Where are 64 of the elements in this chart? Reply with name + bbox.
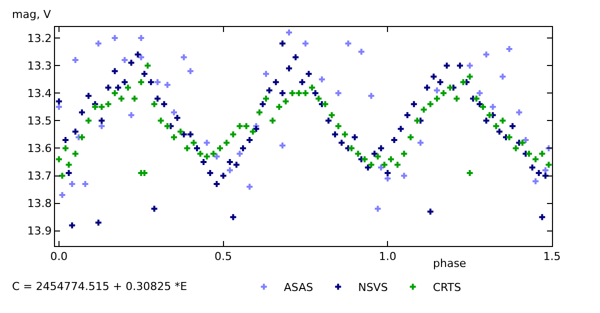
point — [56, 104, 62, 110]
x-tick-label: 0.0 — [50, 250, 68, 264]
point — [302, 40, 308, 47]
point — [98, 123, 105, 130]
point — [236, 150, 243, 157]
point — [122, 57, 128, 64]
point — [476, 90, 483, 96]
point — [516, 109, 522, 116]
point — [434, 87, 440, 94]
y-tick-label: 13.5 — [27, 114, 52, 128]
point — [204, 140, 210, 146]
point — [128, 112, 134, 118]
x-tick-label: 1.5 — [543, 250, 561, 264]
y-tick-label: 13.4 — [27, 86, 52, 100]
point — [180, 54, 187, 60]
point — [187, 68, 194, 74]
y-axis-title: mag, V — [12, 8, 52, 21]
point — [138, 35, 144, 42]
point — [279, 142, 286, 148]
point — [384, 176, 391, 182]
point — [532, 178, 539, 184]
point — [226, 167, 233, 174]
point — [542, 167, 548, 174]
x-tick-label: 1.0 — [378, 250, 396, 264]
point — [506, 46, 512, 52]
point — [246, 184, 253, 190]
y-tick-label: 13.2 — [27, 32, 52, 45]
point — [466, 62, 473, 69]
point — [378, 164, 384, 170]
point — [345, 40, 352, 47]
point — [82, 181, 88, 188]
point — [214, 153, 220, 160]
y-tick-label: 13.3 — [27, 59, 52, 72]
point — [138, 54, 144, 60]
x-axis-title: phase — [433, 257, 466, 270]
point — [286, 30, 292, 36]
point — [318, 76, 325, 82]
point — [154, 79, 161, 86]
point — [263, 70, 270, 77]
point — [483, 52, 490, 58]
point — [490, 104, 496, 110]
y-tick-label: 13.9 — [27, 224, 52, 238]
legend-label: NSVS — [358, 281, 388, 294]
point — [500, 74, 506, 80]
point — [335, 90, 342, 96]
legend-label: ASAS — [284, 281, 314, 294]
x-tick-label: 0.5 — [214, 250, 232, 264]
point — [358, 48, 364, 55]
point — [368, 92, 374, 99]
y-tick-label: 13.7 — [27, 170, 52, 183]
legend-label: CRTS — [432, 281, 462, 294]
point — [95, 40, 102, 47]
y-tick-label: 13.6 — [27, 142, 52, 156]
point — [59, 192, 66, 198]
point — [72, 57, 78, 64]
y-tick-label: 13.8 — [27, 197, 52, 210]
point — [374, 206, 381, 212]
point — [112, 35, 118, 42]
point — [401, 172, 408, 179]
text: C = 2454774.515 + 0.30825 *E — [12, 280, 188, 293]
point — [164, 82, 170, 88]
point — [69, 181, 76, 188]
point — [170, 109, 177, 116]
point — [418, 140, 424, 146]
